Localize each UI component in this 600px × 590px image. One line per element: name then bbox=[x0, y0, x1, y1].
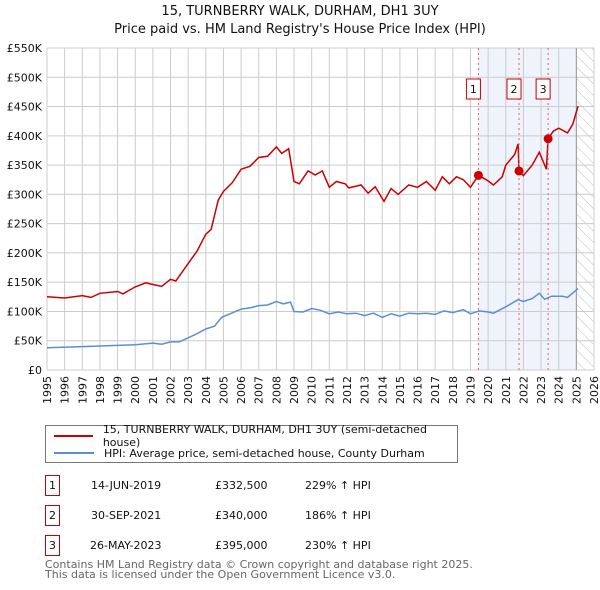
x-tick-label: 2025 bbox=[570, 376, 583, 404]
sale-point bbox=[543, 134, 553, 144]
y-tick-label: £550K bbox=[7, 42, 43, 55]
x-tick-label: 2021 bbox=[500, 376, 513, 404]
sale-date: 26-MAY-2023 bbox=[90, 539, 162, 552]
sale-price: £340,000 bbox=[215, 509, 268, 522]
x-tick-label: 2009 bbox=[288, 376, 301, 404]
x-tick-label: 2012 bbox=[341, 376, 354, 404]
x-tick-label: 2024 bbox=[553, 376, 566, 404]
sale-price: £395,000 bbox=[215, 539, 268, 552]
x-tick-label: 1999 bbox=[112, 376, 125, 404]
hpi-line bbox=[46, 288, 579, 349]
y-tick-label: £50K bbox=[14, 335, 43, 348]
x-tick-label: 2001 bbox=[147, 376, 160, 404]
x-tick-label: 2007 bbox=[253, 376, 266, 404]
sale-date: 14-JUN-2019 bbox=[91, 479, 162, 492]
x-tick-label: 2013 bbox=[359, 376, 372, 404]
legend-item-hpi: HPI: Average price, semi-detached house,… bbox=[54, 445, 425, 461]
x-tick-label: 2002 bbox=[165, 376, 178, 404]
sale-label: 3 bbox=[540, 83, 547, 96]
x-tick-label: 2022 bbox=[517, 376, 530, 404]
plot-area: 1995 1996 1997 1998 1999 2000 2001 2002 2003 2004… bbox=[7, 42, 600, 404]
y-tick-label: £250K bbox=[7, 218, 43, 231]
x-tick-label: 1997 bbox=[76, 376, 89, 404]
y-tick-label: £0 bbox=[28, 364, 42, 377]
x-tick-label: 2020 bbox=[482, 376, 495, 404]
sale-label-box bbox=[465, 78, 481, 100]
y-tick-label: £150K bbox=[7, 276, 43, 289]
y-tick-label: £300K bbox=[7, 188, 43, 201]
table-row: 2 30-SEP-2021 £340,000 186% ↑ HPI bbox=[45, 505, 465, 527]
sale-badge: 3 bbox=[45, 535, 60, 556]
y-tick-label: £400K bbox=[7, 130, 43, 143]
y-tick-label: £350K bbox=[7, 159, 43, 172]
x-tick-label: 1995 bbox=[41, 376, 54, 404]
x-tick-label: 2005 bbox=[217, 376, 230, 404]
sale-label: 2 bbox=[511, 83, 518, 96]
shaded-region bbox=[478, 48, 577, 370]
x-tick-label: 2003 bbox=[182, 376, 195, 404]
x-tick-label: 2010 bbox=[306, 376, 319, 404]
sale-hpi: 186% ↑ HPI bbox=[305, 509, 371, 522]
x-tick-label: 2026 bbox=[588, 376, 600, 404]
x-tick-label: 2008 bbox=[270, 376, 283, 404]
x-tick-label: 2000 bbox=[129, 376, 142, 404]
chart-subtitle: Price paid vs. HM Land Registry's House … bbox=[114, 22, 486, 37]
y-tick-label: £100K bbox=[7, 305, 43, 318]
x-tick-label: 2004 bbox=[200, 376, 213, 404]
legend-label: 15, TURNBERRY WALK, DURHAM, DH1 3UY (sem… bbox=[102, 423, 427, 449]
footer-licence: This data is licensed under the Open Gov… bbox=[45, 568, 396, 581]
sale-hpi: 229% ↑ HPI bbox=[305, 479, 371, 492]
x-tick-label: 2015 bbox=[394, 376, 407, 404]
x-tick-label: 2011 bbox=[323, 376, 336, 404]
forecast-hatch bbox=[576, 48, 594, 370]
sale-price: £332,500 bbox=[215, 479, 268, 492]
footer-copyright: Contains HM Land Registry data © Crown c… bbox=[45, 558, 473, 571]
table-row: 3 26-MAY-2023 £395,000 230% ↑ HPI bbox=[45, 535, 465, 557]
x-tick-label: 1996 bbox=[59, 376, 72, 404]
legend-item-property: 15, TURNBERRY WALK, DURHAM, DH1 3UY (sem… bbox=[54, 423, 457, 449]
x-tick-label: 2023 bbox=[535, 376, 548, 404]
sale-date: 30-SEP-2021 bbox=[91, 509, 162, 522]
table-row: 1 14-JUN-2019 £332,500 229% ↑ HPI bbox=[45, 475, 465, 497]
sale-point bbox=[473, 170, 483, 180]
legend-swatch-blue bbox=[54, 452, 94, 454]
x-tick-label: 2014 bbox=[376, 376, 389, 404]
sale-label-box bbox=[535, 78, 551, 100]
sale-badge: 2 bbox=[45, 505, 60, 526]
y-tick-label: £200K bbox=[7, 247, 43, 260]
sale-label-box bbox=[506, 78, 522, 100]
sale-label: 1 bbox=[470, 83, 477, 96]
y-tick-label: £500K bbox=[7, 71, 43, 84]
x-tick-label: 2019 bbox=[464, 376, 477, 404]
y-tick-label: £450K bbox=[7, 101, 43, 114]
legend-swatch-red bbox=[54, 435, 93, 437]
legend-label: HPI: Average price, semi-detached house,… bbox=[104, 446, 425, 460]
sale-point bbox=[514, 166, 524, 176]
x-tick-label: 1998 bbox=[94, 376, 107, 404]
chart-title: 15, TURNBERRY WALK, DURHAM, DH1 3UY bbox=[161, 4, 439, 19]
price-paid-line bbox=[46, 105, 579, 299]
footer: Contains HM Land Registry data © Crown c… bbox=[45, 558, 473, 581]
legend: 15, TURNBERRY WALK, DURHAM, DH1 3UY (sem… bbox=[45, 423, 458, 463]
sale-badge: 1 bbox=[45, 475, 60, 496]
x-tick-label: 2016 bbox=[412, 376, 425, 404]
x-tick-label: 2017 bbox=[429, 376, 442, 404]
x-tick-label: 2018 bbox=[447, 376, 460, 404]
sale-hpi: 230% ↑ HPI bbox=[305, 539, 371, 552]
x-tick-label: 2006 bbox=[235, 376, 248, 404]
